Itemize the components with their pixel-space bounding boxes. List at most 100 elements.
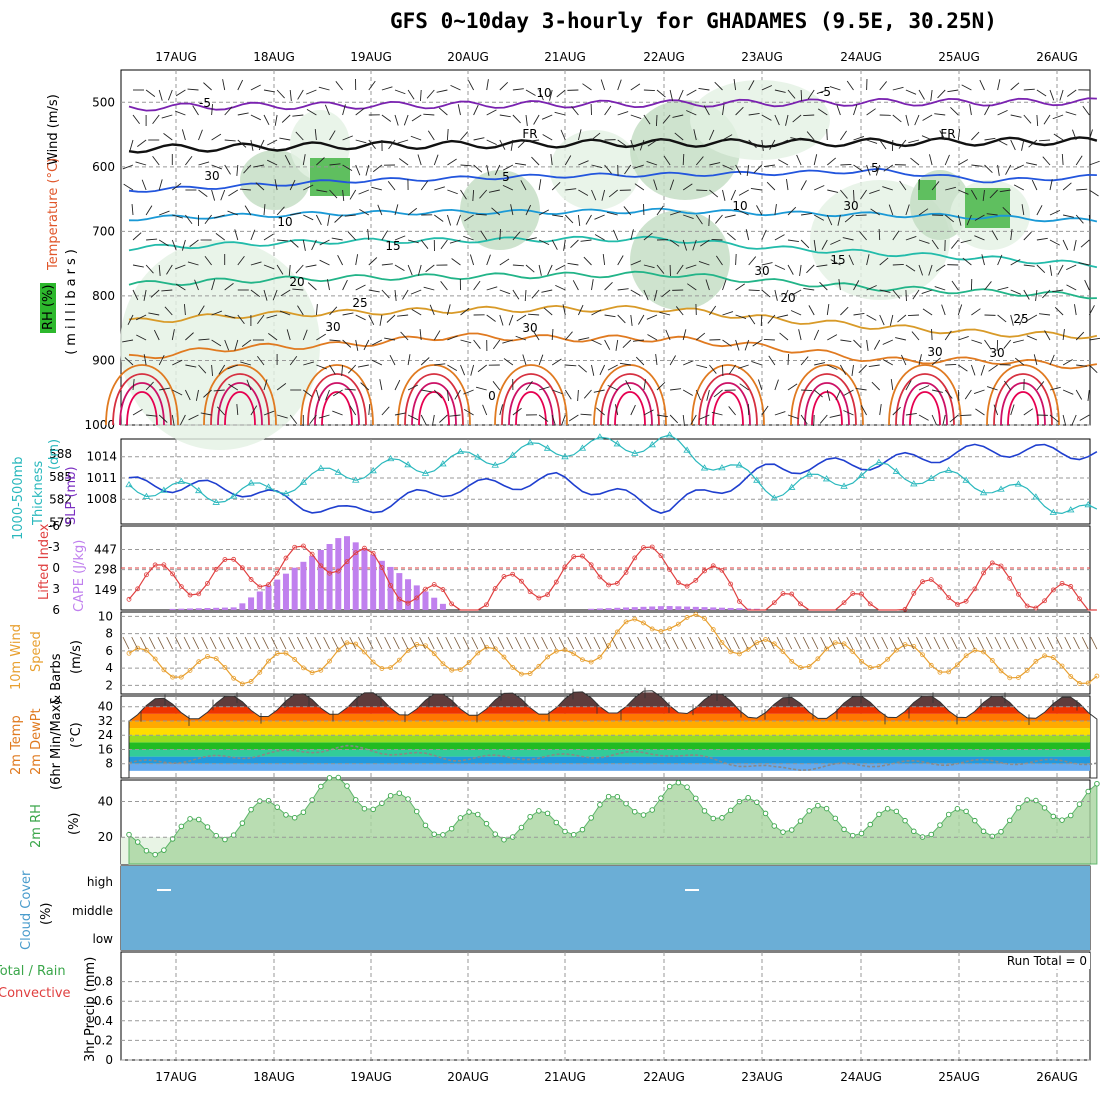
wind-barb: [643, 379, 647, 391]
wind-barb: [643, 232, 653, 241]
li-marker: [1024, 603, 1030, 609]
wind-barb: [158, 89, 163, 101]
li-tick-label: 3: [52, 582, 60, 596]
li-marker: [911, 590, 917, 596]
li-marker: [501, 574, 507, 579]
wind-barb: [695, 156, 704, 166]
wind-barb: [1010, 114, 1022, 118]
wind-barb: [905, 413, 917, 416]
li-marker: [667, 567, 673, 573]
cape-bar: [370, 554, 377, 610]
wind-barb: [463, 235, 474, 241]
wind-barb: [656, 264, 665, 274]
wind-10m-barb: [497, 636, 505, 650]
cape-bar: [431, 597, 438, 610]
wind-barb: [957, 214, 962, 226]
rh-marker: [605, 793, 612, 800]
wind-barb: [669, 239, 680, 247]
wind-barb: [1075, 389, 1083, 400]
wind-barb: [853, 135, 865, 141]
li-marker: [867, 601, 873, 607]
rh-marker: [1041, 805, 1048, 811]
wind-barb: [813, 154, 818, 166]
surface-heat-contour: [411, 382, 457, 426]
wind-barb: [234, 229, 239, 241]
wind-barb: [237, 112, 249, 116]
date-label-top: 17AUG: [155, 50, 197, 64]
wind-speed-marker: [283, 650, 289, 656]
cloud-tick-label: middle: [72, 904, 113, 918]
wind-barb: [661, 289, 671, 298]
rh-marker: [1085, 788, 1091, 795]
wind-barb: [1088, 364, 1098, 373]
rh-marker: [230, 832, 237, 838]
date-label-bottom: 23AUG: [741, 1070, 783, 1084]
wind-barb: [166, 264, 173, 275]
wind-barb: [394, 114, 399, 126]
wind-barb: [368, 257, 378, 266]
wind-barb: [533, 114, 540, 125]
rh-marker: [1006, 817, 1013, 824]
wind-10m-barb: [436, 636, 444, 650]
wind-barb: [482, 404, 488, 416]
rh-marker: [570, 831, 577, 838]
wind-barb: [692, 239, 697, 251]
wind-barb: [531, 289, 540, 299]
thickness-marker: [1049, 508, 1058, 515]
wind-barb: [410, 135, 422, 141]
wind-barb: [163, 133, 173, 141]
li-marker: [484, 602, 489, 608]
wind-barb: [528, 139, 540, 142]
wind-barb: [556, 89, 566, 98]
wind-barb: [1061, 153, 1064, 166]
wind-barb: [222, 79, 226, 91]
li-marker: [335, 568, 341, 574]
date-label-bottom: 22AUG: [643, 1070, 685, 1084]
wind-barb: [655, 114, 658, 127]
wind-barb: [934, 286, 946, 291]
cape-bar: [178, 608, 185, 610]
wind-barb: [911, 331, 920, 341]
cape-bar: [335, 538, 342, 610]
wind-barb: [774, 289, 778, 301]
wind-barb: [638, 314, 645, 325]
rh-marker: [187, 816, 193, 822]
rh-marker: [475, 811, 481, 818]
wind-barb: [329, 306, 338, 316]
cape-bar: [274, 579, 281, 610]
wind-barb: [538, 386, 550, 391]
wind-barb: [473, 339, 481, 349]
wind-speed-marker: [832, 640, 838, 646]
li-marker: [152, 562, 158, 568]
wind-barb: [560, 129, 566, 141]
cape-bar: [657, 606, 664, 610]
wind-barb: [1049, 239, 1060, 246]
thickness-label: Thickness: [31, 461, 46, 526]
wind-barb: [646, 160, 658, 166]
wind-10m-barb: [584, 636, 592, 650]
wind-barb: [800, 239, 810, 249]
wind-barb: [816, 89, 828, 95]
wind-10m-barb: [480, 636, 487, 650]
wind-barb: [276, 206, 285, 216]
wind-barb: [517, 139, 527, 148]
wind-barb: [735, 139, 747, 142]
wind-barb: [502, 184, 514, 191]
precip-convective-label: Convective: [0, 986, 71, 1001]
rh-marker: [396, 790, 403, 796]
rh-marker: [858, 830, 865, 837]
wind-barb: [403, 114, 409, 126]
rh-marker: [405, 796, 411, 802]
wind-10m-barb: [785, 636, 793, 650]
wind-barb: [407, 264, 413, 276]
wind-barb: [499, 139, 506, 150]
wind-barb: [945, 186, 956, 191]
wind-barb: [525, 264, 535, 273]
wind-barb: [908, 139, 920, 144]
wind-speed-marker: [867, 665, 873, 670]
wind-barb: [730, 189, 737, 201]
wind-10m-barb: [488, 636, 496, 650]
wind-barb: [984, 339, 992, 350]
wind-barb: [360, 382, 370, 391]
wind-barb: [1036, 237, 1048, 241]
